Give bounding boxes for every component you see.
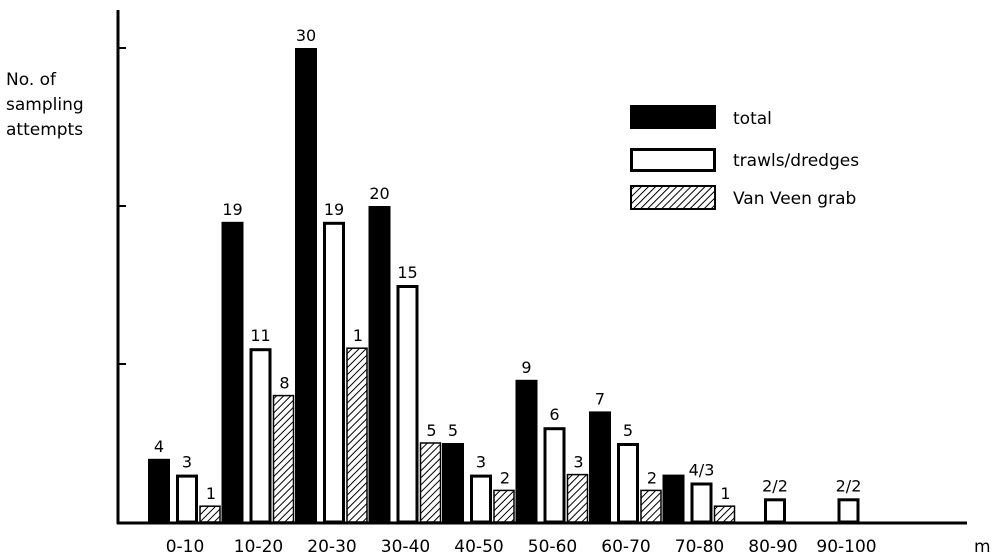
data-label: 4/3 [689, 461, 715, 480]
bar-van-veen-grab-60-70 [641, 490, 661, 522]
data-label: 2 [647, 468, 657, 487]
bar-total-50-60 [516, 380, 538, 522]
x-tick-label: 70-80 [675, 537, 724, 557]
data-label: 3 [573, 453, 583, 472]
bar-van-veen-grab-50-60 [568, 475, 588, 522]
data-label: 20 [369, 184, 389, 203]
bar-trawls-dredges-40-50 [472, 476, 491, 522]
bar-van-veen-grab-40-50 [494, 490, 514, 522]
bar-trawls-dredges-80-90 [766, 500, 785, 522]
bar-total-10-20 [222, 222, 244, 522]
data-label: 1 [206, 484, 216, 503]
bar-trawls-dredges-60-70 [619, 445, 638, 523]
legend: total trawls/dredges Van Veen grab [630, 105, 859, 209]
data-label: 30 [296, 26, 316, 45]
data-label: 5 [623, 421, 633, 440]
x-tick-label: 30-40 [381, 537, 430, 557]
bar-total-70-80 [663, 475, 685, 522]
data-label: 9 [521, 358, 531, 377]
data-label: 6 [549, 405, 559, 424]
data-label: 2 [500, 468, 510, 487]
x-tick-label: 80-90 [748, 537, 797, 557]
legend-label-van-veen-grab: Van Veen grab [733, 189, 856, 209]
legend-label-trawls-dredges: trawls/dredges [733, 151, 859, 171]
bar-total-20-30 [295, 48, 317, 522]
bar-van-veen-grab-0-10 [200, 506, 220, 522]
bar-trawls-dredges-20-30 [325, 223, 344, 522]
bar-total-40-50 [442, 443, 464, 522]
bar-trawls-dredges-90-100 [839, 500, 858, 522]
x-tick-label: 50-60 [528, 537, 577, 557]
x-tick-label: 0-10 [166, 537, 205, 557]
x-tick-label: 90-100 [816, 537, 876, 557]
data-label: 4 [154, 437, 164, 456]
data-label: 2/2 [836, 476, 862, 495]
x-axis-tick-labels: 0-10 10-20 20-30 30-40 40-50 50-60 60-70 70-80 8… [166, 537, 877, 557]
data-label: 15 [397, 263, 417, 282]
bar-van-veen-grab-10-20 [274, 396, 294, 522]
data-label: 5 [448, 421, 458, 440]
y-axis-label-line-1: No. of [6, 70, 57, 90]
data-label: 19 [324, 200, 344, 219]
bar-total-30-40 [369, 206, 391, 522]
data-label: 1 [720, 484, 730, 503]
data-label: 5 [426, 421, 436, 440]
data-label: 1 [353, 326, 363, 345]
data-label: 7 [595, 389, 605, 408]
bar-trawls-dredges-30-40 [398, 287, 417, 523]
y-axis-label: No. of sampling attempts [6, 70, 84, 140]
bar-van-veen-grab-30-40 [421, 443, 441, 522]
legend-swatch-trawls-dredges [632, 150, 715, 171]
y-axis-label-line-2: sampling [6, 95, 84, 115]
legend-swatch-total [630, 105, 716, 129]
bar-trawls-dredges-0-10 [178, 476, 197, 522]
data-label: 3 [476, 453, 486, 472]
bar-total-0-10 [148, 459, 170, 522]
bar-trawls-dredges-50-60 [545, 429, 564, 522]
data-label: 11 [250, 326, 270, 345]
y-axis-label-line-3: attempts [6, 120, 83, 140]
data-label: 8 [279, 374, 289, 393]
data-label: 19 [222, 200, 242, 219]
data-label: 3 [182, 453, 192, 472]
bar-total-60-70 [589, 411, 611, 522]
x-tick-label: 40-50 [454, 537, 503, 557]
x-tick-label: 60-70 [601, 537, 650, 557]
x-tick-label: 20-30 [307, 537, 356, 557]
x-axis-unit: m [974, 537, 991, 557]
legend-label-total: total [733, 109, 772, 129]
bar-trawls-dredges-10-20 [251, 350, 270, 522]
bar-trawls-dredges-70-80 [692, 484, 711, 522]
legend-swatch-van-veen-grab [631, 186, 715, 209]
bar-van-veen-grab-20-30 [347, 348, 367, 522]
x-tick-label: 10-20 [234, 537, 283, 557]
data-label: 2/2 [762, 476, 788, 495]
bar-van-veen-grab-70-80 [715, 506, 735, 522]
